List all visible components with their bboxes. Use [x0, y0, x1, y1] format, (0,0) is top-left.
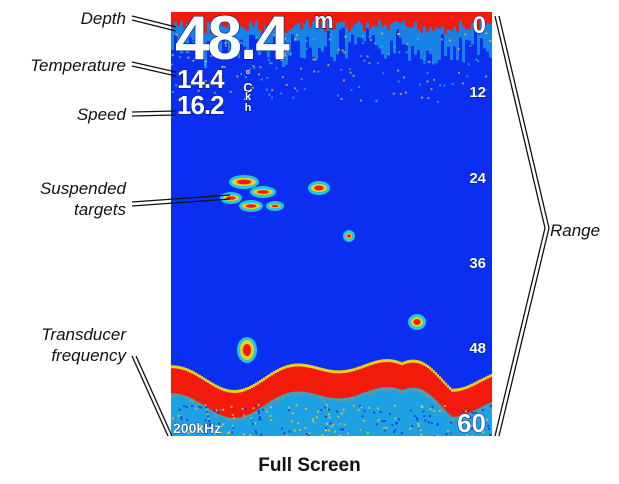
range-label-0: 0: [472, 12, 486, 40]
temperature-value: 14.4: [176, 64, 225, 94]
suspended-targets-callout-line1: Suspended: [39, 179, 126, 198]
bottom-contour: [171, 359, 492, 436]
temperature-leader: [131, 61, 177, 73]
temperature-leader-b: [131, 65, 177, 77]
target-echo-8-core: [242, 344, 252, 356]
range-label-36: 36: [469, 255, 487, 273]
target-echo-4-core: [245, 204, 257, 208]
target-echo-2-core: [226, 196, 236, 200]
sonar-display: 48.4 m 14.4 ° C 16.2 k h 0 12 24 36 48 6…: [171, 12, 492, 436]
depth-value: 48.4: [174, 12, 290, 73]
transducer-frequency-callout-line2: frequency: [51, 346, 126, 365]
transducer-frequency-callout-line1: Transducer: [41, 325, 126, 344]
frequency-leader-b: [135, 355, 173, 437]
speed-callout: Speed: [76, 105, 126, 124]
depth-leader-b: [131, 19, 177, 32]
depth-leader: [131, 15, 177, 28]
surface-clutter: [171, 12, 492, 103]
target-echo-5-core: [271, 204, 279, 208]
frequency-leader: [131, 355, 169, 437]
speed-leader-b: [131, 114, 177, 117]
suspended-targets-callout: Suspended targets: [10, 178, 126, 220]
temperature-unit-c: C: [243, 80, 254, 95]
range-bracket-top-b: [498, 15, 550, 229]
range-label-12: 12: [469, 84, 487, 102]
speed-unit: k h: [243, 91, 253, 114]
speed-leader: [131, 110, 177, 113]
range-bracket-top: [494, 15, 546, 229]
temperature-unit: ° C: [243, 67, 254, 95]
depth-callout: Depth: [80, 9, 126, 28]
speed-unit-k: k: [244, 91, 252, 103]
temperature-unit-degree: °: [245, 67, 251, 82]
range-label-60: 60: [457, 408, 487, 437]
transducer-frequency-callout: Transducer frequency: [10, 324, 126, 366]
speed-unit-h: h: [244, 102, 252, 114]
target-echo-3-core: [314, 185, 324, 191]
range-label-48: 48: [469, 340, 487, 358]
target-echo-1-core: [257, 190, 269, 194]
transducer-frequency-value: 200kHz: [173, 420, 222, 436]
range-bracket-bottom-b: [498, 227, 550, 437]
suspended-targets-callout-line2: targets: [74, 200, 126, 219]
range-callout: Range: [550, 221, 601, 240]
range-label-24: 24: [469, 170, 487, 188]
target-echo-7-core: [413, 319, 421, 325]
temperature-callout: Temperature: [30, 56, 126, 75]
sonar-returns: [171, 12, 492, 436]
range-bracket-bottom: [494, 227, 546, 437]
target-echo-0-core: [236, 179, 252, 185]
speed-value: 16.2: [176, 90, 225, 120]
figure-caption: Full Screen: [258, 455, 361, 476]
target-echo-6-core: [347, 234, 351, 238]
depth-unit: m: [313, 12, 334, 33]
